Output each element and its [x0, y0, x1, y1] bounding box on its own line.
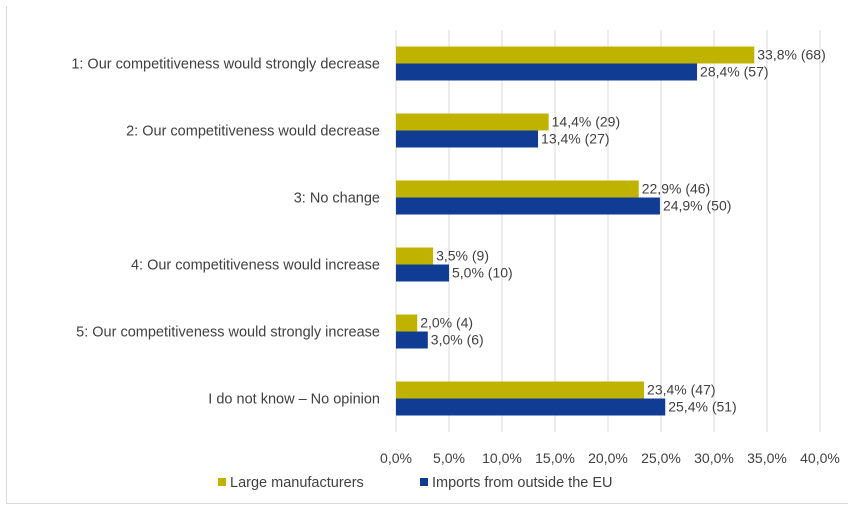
bar	[396, 197, 660, 215]
data-label: 14,4% (29)	[552, 114, 620, 130]
legend-label: Imports from outside the EU	[432, 475, 613, 491]
bar	[396, 264, 449, 282]
bar	[396, 63, 698, 81]
legend-swatch	[420, 478, 428, 486]
x-tick-label: 30,0%	[694, 450, 734, 466]
x-tick-label: 40,0%	[800, 450, 840, 466]
x-tick-label: 20,0%	[588, 450, 628, 466]
data-label: 25,4% (51)	[668, 399, 736, 415]
data-label: 28,4% (57)	[700, 64, 768, 80]
data-label: 33,8% (68)	[757, 47, 825, 63]
category-label: 4: Our competitiveness would increase	[131, 258, 380, 274]
bar	[396, 247, 434, 265]
category-label: 5: Our competitiveness would strongly in…	[76, 325, 380, 341]
category-label: 1: Our competitiveness would strongly de…	[71, 57, 380, 73]
category-label: I do not know – No opinion	[208, 392, 380, 408]
bar	[396, 398, 666, 416]
x-tick-label: 10,0%	[482, 450, 522, 466]
bar	[396, 113, 549, 131]
data-label: 2,0% (4)	[420, 315, 473, 331]
data-label: 22,9% (46)	[642, 181, 710, 197]
x-tick-label: 35,0%	[747, 450, 787, 466]
data-label: 23,4% (47)	[647, 382, 715, 398]
bar	[396, 331, 428, 349]
data-label: 13,4% (27)	[541, 131, 609, 147]
data-label: 3,0% (6)	[431, 332, 484, 348]
x-tick-label: 5,0%	[433, 450, 465, 466]
legend-swatch	[218, 478, 226, 486]
chart-frame	[6, 6, 848, 504]
data-label: 24,9% (50)	[663, 198, 731, 214]
legend-label: Large manufacturers	[230, 475, 364, 491]
bar	[396, 314, 418, 332]
bar	[396, 180, 639, 198]
data-label: 5,0% (10)	[452, 265, 513, 281]
category-label: 2: Our competitiveness would decrease	[126, 124, 380, 140]
x-tick-label: 25,0%	[641, 450, 681, 466]
x-tick-label: 15,0%	[535, 450, 575, 466]
data-label: 3,5% (9)	[436, 248, 489, 264]
bar	[396, 130, 539, 148]
bar	[396, 46, 755, 64]
category-label: 3: No change	[294, 191, 380, 207]
x-tick-label: 0,0%	[380, 450, 412, 466]
bar	[396, 381, 645, 399]
